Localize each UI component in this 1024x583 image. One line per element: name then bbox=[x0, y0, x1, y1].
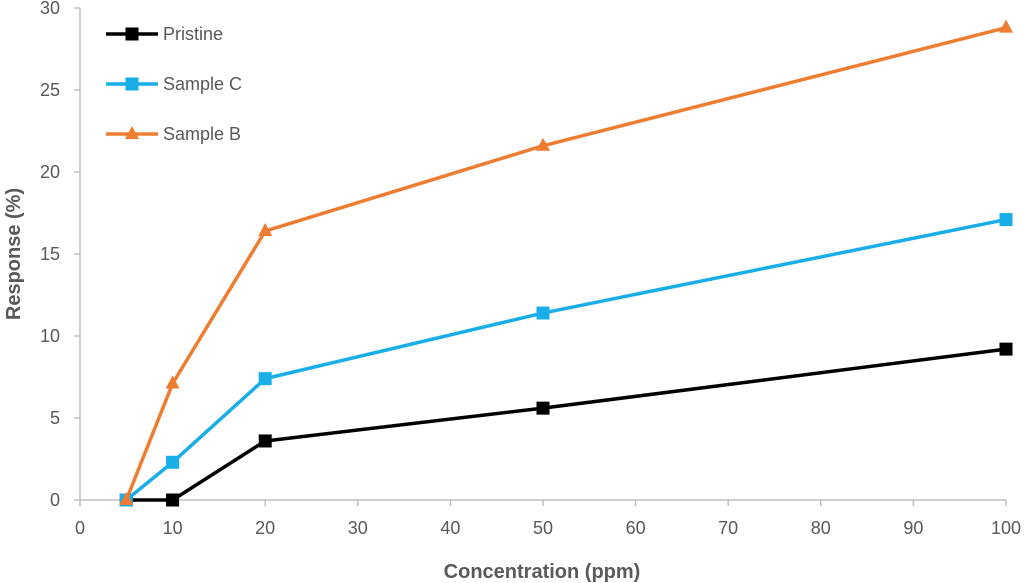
x-tick-label: 0 bbox=[75, 518, 85, 538]
legend: Pristine Sample C Sample B bbox=[106, 24, 242, 144]
legend-label: Sample B bbox=[163, 124, 241, 144]
y-tick-label: 30 bbox=[40, 0, 60, 18]
series-pristine bbox=[119, 342, 1013, 507]
legend-item-sample-c: Sample C bbox=[106, 74, 242, 94]
x-tick-label: 20 bbox=[255, 518, 275, 538]
x-tick-label: 70 bbox=[718, 518, 738, 538]
x-tick-label: 60 bbox=[626, 518, 646, 538]
y-tick-label: 10 bbox=[40, 326, 60, 346]
data-point-sample-c bbox=[258, 372, 272, 386]
data-point-sample-c bbox=[166, 455, 180, 469]
data-point-sample-b bbox=[119, 492, 134, 505]
data-point-pristine bbox=[258, 434, 272, 448]
y-tick-label: 20 bbox=[40, 162, 60, 182]
data-point-sample-b bbox=[165, 375, 180, 389]
legend-label: Sample C bbox=[163, 74, 242, 94]
tick-labels: 0 10 20 30 40 50 60 70 80 90 100 0 5 10 15 20 25 30 bbox=[40, 0, 1021, 538]
data-point-pristine bbox=[536, 401, 550, 415]
y-axis-title: Response (%) bbox=[3, 188, 25, 320]
data-point-sample-c bbox=[536, 306, 550, 320]
series-sample-b bbox=[119, 19, 1013, 505]
data-point-sample-c bbox=[999, 213, 1013, 227]
x-tick-label: 80 bbox=[811, 518, 831, 538]
legend-marker bbox=[125, 77, 139, 91]
data-point-sample-b bbox=[258, 223, 273, 237]
data-point-pristine bbox=[166, 493, 180, 507]
y-tick-label: 0 bbox=[50, 490, 60, 510]
legend-marker bbox=[125, 126, 139, 139]
axes bbox=[74, 7, 1007, 506]
x-tick-label: 90 bbox=[903, 518, 923, 538]
series-line-sample-b bbox=[124, 25, 1007, 501]
series-line-sample-c bbox=[125, 217, 1007, 502]
data-point-sample-b bbox=[536, 137, 550, 151]
y-tick-label: 5 bbox=[50, 408, 60, 428]
data-point-sample-b bbox=[999, 19, 1013, 33]
y-tick-label: 25 bbox=[40, 80, 60, 100]
legend-item-sample-b: Sample B bbox=[106, 124, 241, 144]
x-tick-label: 30 bbox=[348, 518, 368, 538]
x-axis-title: Concentration (ppm) bbox=[444, 561, 641, 583]
series-line-pristine bbox=[126, 347, 1007, 502]
y-tick-label: 15 bbox=[40, 244, 60, 264]
x-tick-label: 100 bbox=[991, 518, 1021, 538]
x-tick-label: 10 bbox=[163, 518, 183, 538]
legend-marker bbox=[125, 27, 139, 41]
data-point-pristine bbox=[999, 342, 1013, 356]
series-sample-c bbox=[119, 213, 1013, 507]
legend-item-pristine: Pristine bbox=[106, 24, 223, 44]
legend-label: Pristine bbox=[163, 24, 223, 44]
x-tick-label: 50 bbox=[533, 518, 553, 538]
x-tick-label: 40 bbox=[440, 518, 460, 538]
series-group bbox=[119, 19, 1013, 507]
